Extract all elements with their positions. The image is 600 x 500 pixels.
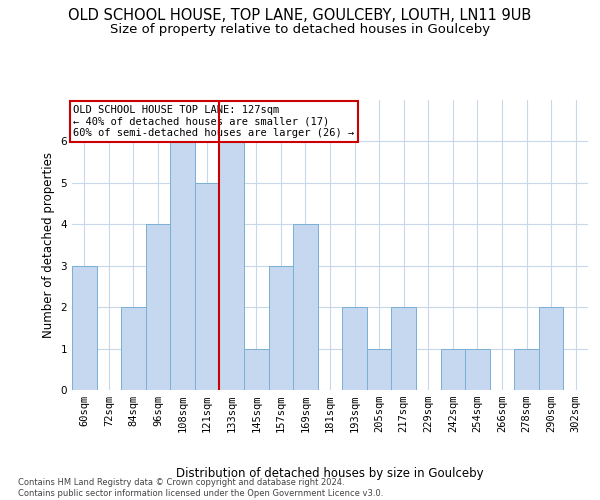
Bar — [539, 307, 563, 390]
Bar — [440, 348, 465, 390]
Bar — [244, 348, 269, 390]
Y-axis label: Number of detached properties: Number of detached properties — [42, 152, 55, 338]
Bar — [72, 266, 97, 390]
Text: OLD SCHOOL HOUSE, TOP LANE, GOULCEBY, LOUTH, LN11 9UB: OLD SCHOOL HOUSE, TOP LANE, GOULCEBY, LO… — [68, 8, 532, 22]
Bar — [514, 348, 539, 390]
Bar — [121, 307, 146, 390]
Bar — [220, 142, 244, 390]
Bar — [465, 348, 490, 390]
Text: Contains HM Land Registry data © Crown copyright and database right 2024.
Contai: Contains HM Land Registry data © Crown c… — [18, 478, 383, 498]
Bar — [367, 348, 391, 390]
Text: Distribution of detached houses by size in Goulceby: Distribution of detached houses by size … — [176, 468, 484, 480]
Text: OLD SCHOOL HOUSE TOP LANE: 127sqm
← 40% of detached houses are smaller (17)
60% : OLD SCHOOL HOUSE TOP LANE: 127sqm ← 40% … — [73, 105, 355, 138]
Bar — [342, 307, 367, 390]
Bar — [269, 266, 293, 390]
Bar — [195, 183, 220, 390]
Bar — [170, 142, 195, 390]
Text: Size of property relative to detached houses in Goulceby: Size of property relative to detached ho… — [110, 22, 490, 36]
Bar — [391, 307, 416, 390]
Bar — [293, 224, 318, 390]
Bar — [146, 224, 170, 390]
